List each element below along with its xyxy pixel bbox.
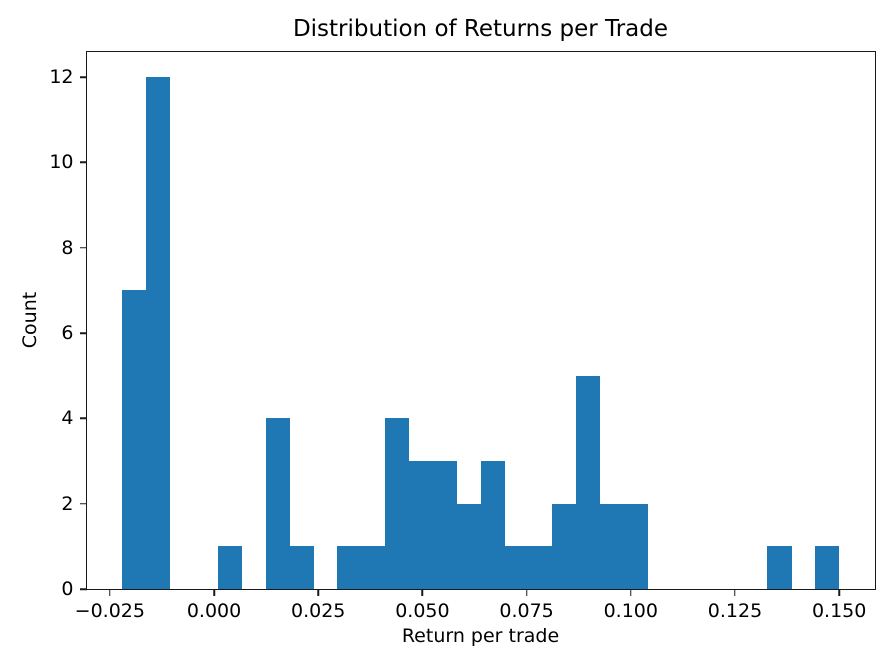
histogram-bar (528, 546, 553, 589)
histogram-bar (265, 418, 290, 589)
x-tick-mark (838, 589, 840, 596)
x-tick-label: 0.050 (395, 600, 450, 622)
histogram-bar (432, 461, 458, 589)
x-tick-mark (421, 589, 424, 596)
histogram-bar (552, 503, 577, 589)
histogram-bar (146, 77, 171, 589)
x-tick-mark (109, 589, 111, 596)
y-tick-mark (79, 588, 87, 590)
histogram-bar (217, 546, 243, 589)
x-tick-label: −0.025 (74, 600, 145, 622)
histogram-bar (480, 461, 505, 589)
x-tick-mark (317, 589, 319, 596)
histogram-bar (385, 418, 410, 589)
y-axis-ticks: 0 2 4 6 8 10 12 (0, 52, 87, 600)
y-tick-label: 2 (61, 492, 74, 515)
histogram-bar (767, 546, 792, 589)
histogram-bar (504, 546, 529, 589)
y-tick-mark (79, 502, 87, 505)
x-tick-label: 0.000 (186, 600, 242, 622)
histogram-bar (289, 546, 314, 589)
x-tick-label: 0.025 (291, 600, 346, 622)
histogram-bar (624, 503, 649, 589)
y-tick-mark (79, 417, 87, 420)
y-tick-label: 8 (61, 236, 74, 259)
histogram-bar (576, 375, 601, 589)
y-tick-label: 6 (61, 322, 74, 345)
y-tick-mark (79, 332, 87, 334)
x-tick-label: 0.075 (499, 600, 554, 622)
y-tick-mark (79, 161, 87, 164)
x-tick-mark (525, 589, 528, 596)
histogram-bar (122, 290, 147, 589)
histogram-bar (337, 546, 362, 589)
x-tick-mark (734, 589, 736, 596)
x-axis-label: Return per trade (401, 625, 560, 647)
histogram-bar (815, 546, 840, 589)
x-tick-mark (630, 589, 632, 596)
x-tick-label: 0.100 (603, 600, 658, 622)
y-tick-label: 12 (49, 66, 74, 89)
histogram-bar (409, 461, 434, 589)
histogram-bar (361, 546, 386, 589)
y-tick-mark (79, 76, 87, 78)
x-tick-mark (213, 589, 215, 596)
x-tick-label: 0.150 (811, 600, 867, 622)
plot-area (85, 50, 876, 590)
y-tick-label: 4 (61, 407, 74, 430)
x-tick-label: 0.125 (707, 600, 763, 622)
y-tick-label: 0 (61, 578, 74, 600)
histogram-bar (456, 503, 481, 589)
y-axis-label: Count (19, 291, 41, 349)
chart-title: Distribution of Returns per Trade (292, 16, 669, 42)
histogram-bar (600, 503, 625, 589)
histogram-bars-layer (87, 52, 876, 589)
y-tick-mark (79, 246, 87, 249)
y-tick-label: 10 (49, 151, 74, 174)
